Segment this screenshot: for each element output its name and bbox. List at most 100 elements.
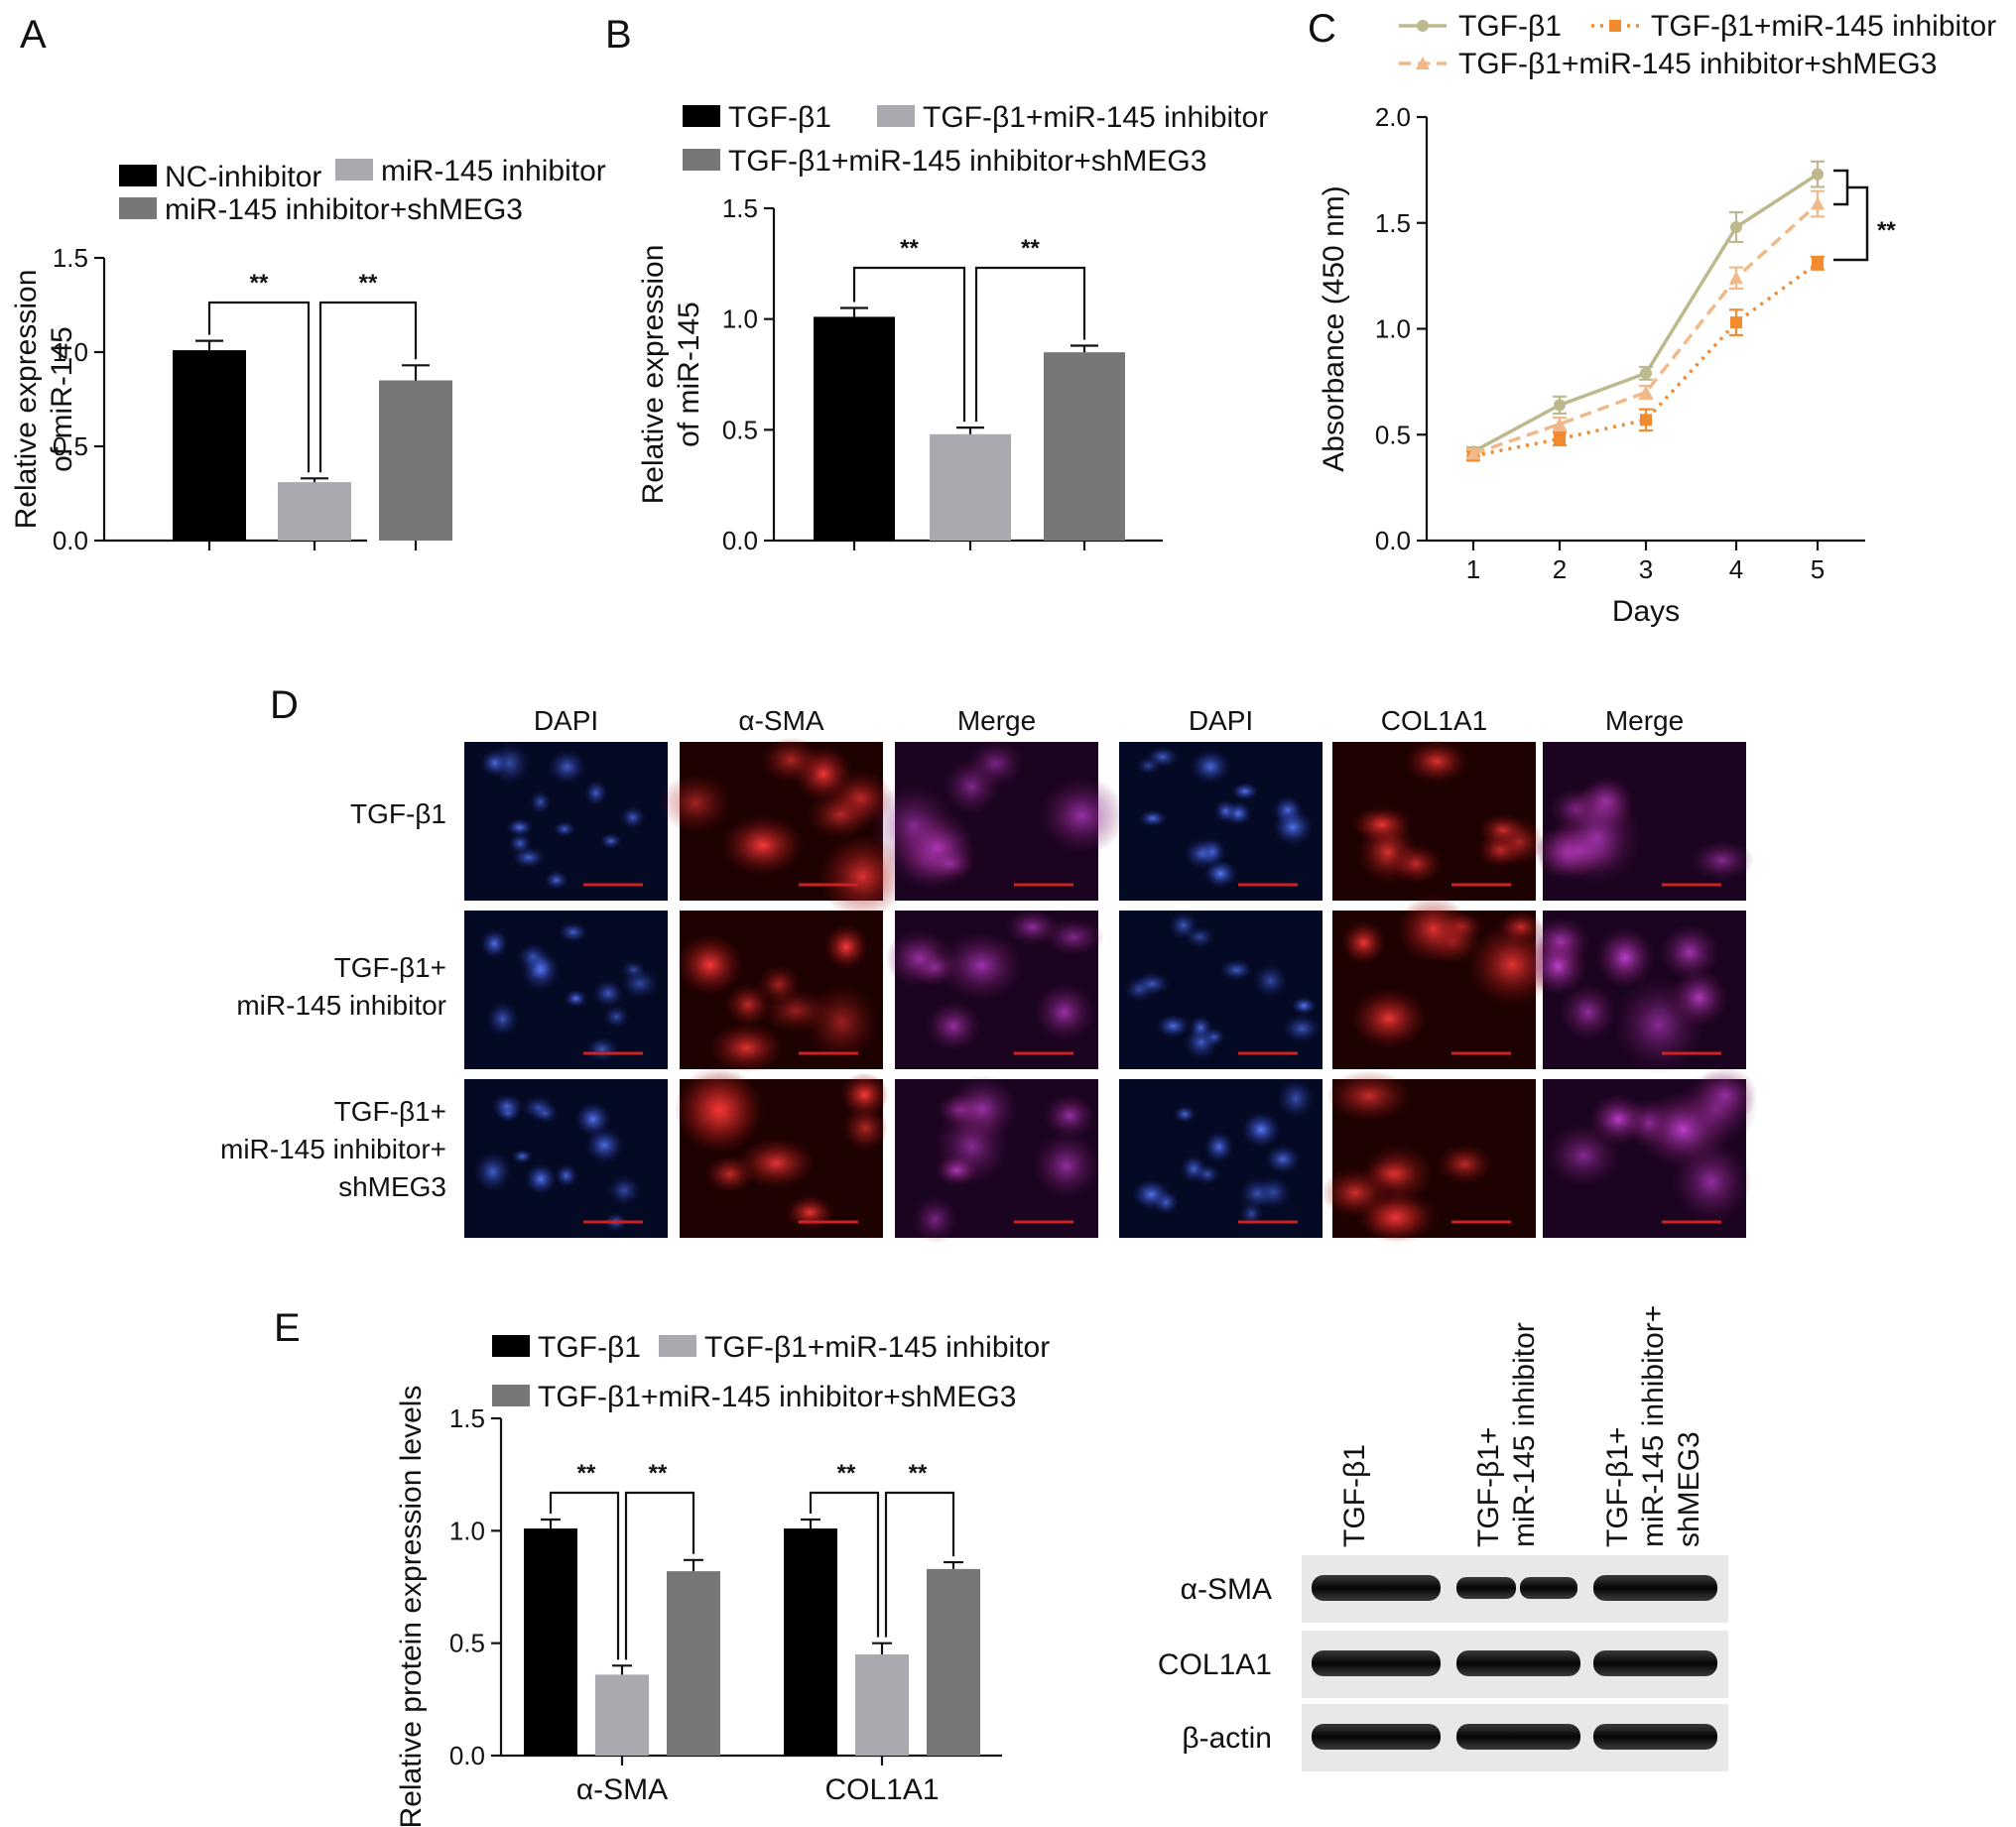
y-tick-label: 1.5 xyxy=(449,1403,485,1433)
cell-signal xyxy=(1273,808,1313,846)
cell-signal xyxy=(1195,1163,1220,1185)
x-tick-label: 2 xyxy=(1553,554,1567,584)
cell-signal xyxy=(508,833,532,854)
cell-signal xyxy=(938,929,1025,1002)
panel-c-line-chart: 0.0 0.5 1.0 1.5 2.0 1 2 3 4 5 Days Absorbance (450 … xyxy=(1318,10,1996,628)
legend-marker xyxy=(1609,20,1621,32)
x-axis-title: Days xyxy=(1612,595,1680,628)
cell-signal xyxy=(620,806,646,829)
significance-bracket xyxy=(852,266,966,423)
column-header: Merge xyxy=(957,705,1036,736)
bar xyxy=(784,1528,837,1756)
y-tick-label: 1.0 xyxy=(53,337,88,367)
cell-signal xyxy=(603,1005,630,1029)
legend-label: TGF-β1+miR-145 inhibitor+shMEG3 xyxy=(1458,48,1937,80)
x-tick-label: COL1A1 xyxy=(824,1773,939,1806)
column-header: α-SMA xyxy=(738,705,824,736)
cell-signal xyxy=(1594,925,1656,990)
row-label: TGF-β1+ xyxy=(334,1096,446,1127)
significance-label: ** xyxy=(250,270,269,297)
cell-signal xyxy=(1241,1112,1281,1148)
cell-signal xyxy=(1031,1131,1102,1200)
cell-signal xyxy=(480,749,509,777)
data-point xyxy=(1729,271,1743,285)
cell-signal xyxy=(1478,813,1527,847)
y-axis-title: Relative expression xyxy=(10,270,43,530)
significance-bracket xyxy=(549,1491,620,1660)
significance-label: ** xyxy=(577,1460,596,1487)
legend-label: TGF-β1+miR-145 inhibitor+shMEG3 xyxy=(538,1381,1016,1413)
data-point xyxy=(1639,385,1653,399)
bar xyxy=(379,380,452,541)
cell-signal xyxy=(1037,776,1127,856)
y-axis-title: of miR-145 xyxy=(46,326,78,472)
significance-label: ** xyxy=(1021,235,1040,262)
bar xyxy=(524,1528,577,1756)
cell-signal xyxy=(1132,1178,1171,1210)
panel-e-bar-chart: 0.0 0.5 1.0 1.5 Relative protein expression … xyxy=(395,1331,1050,1827)
cell-signal xyxy=(658,773,733,834)
cell-signal xyxy=(870,782,957,871)
legend-swatch xyxy=(119,165,157,186)
bar xyxy=(278,482,351,541)
column-header: COL1A1 xyxy=(1381,705,1487,736)
y-tick-label: 1.0 xyxy=(722,304,758,334)
panel-e-western-blot: TGF-β1 TGF-β1+ miR-145 inhibitor TGF-β1+ miR… xyxy=(1158,1305,1728,1771)
y-tick-label: 2.0 xyxy=(1375,102,1411,132)
legend-swatch xyxy=(683,149,720,171)
blot-band xyxy=(1312,1575,1441,1601)
data-point xyxy=(1640,414,1652,426)
cell-signal xyxy=(1559,982,1618,1042)
y-tick-label: 1.5 xyxy=(1375,208,1411,238)
cell-signal xyxy=(592,979,624,1008)
cell-signal xyxy=(1189,1016,1212,1039)
panel-a-bar-chart: 0.0 0.5 1.0 1.5 ** ** Relative expression of mi… xyxy=(10,155,606,555)
column-header: DAPI xyxy=(534,705,598,736)
cell-signal xyxy=(1214,799,1237,823)
cell-signal xyxy=(585,1127,623,1163)
significance-bracket xyxy=(1833,185,1869,262)
column-header: DAPI xyxy=(1189,705,1253,736)
y-axis-title: Relative expression xyxy=(637,245,670,505)
y-axis-title: Absorbance (450 nm) xyxy=(1318,185,1350,472)
lane-label: TGF-β1 xyxy=(1338,1444,1371,1547)
cell-signal xyxy=(521,1096,556,1120)
bar xyxy=(595,1674,649,1756)
row-label: TGF-β1+ xyxy=(334,952,446,983)
cell-signal xyxy=(785,1195,834,1230)
data-point xyxy=(1554,399,1566,412)
cell-signal xyxy=(1291,996,1317,1015)
significance-bracket xyxy=(974,266,1086,423)
blot-band xyxy=(1456,1650,1580,1676)
cell-signal xyxy=(839,1072,889,1118)
legend-label: TGF-β1+miR-145 inhibitor xyxy=(1651,10,1996,43)
cell-signal xyxy=(1184,838,1220,869)
cell-signal xyxy=(704,1155,755,1193)
cell-signal xyxy=(1389,843,1443,885)
row-label: TGF-β1 xyxy=(350,798,446,829)
y-tick-label: 1.0 xyxy=(449,1516,485,1545)
cell-signal xyxy=(1350,988,1428,1049)
cell-signal xyxy=(1277,1078,1315,1119)
legend-label: TGF-β1+miR-145 inhibitor xyxy=(923,101,1268,134)
legend-swatch xyxy=(335,159,373,181)
y-axis-title: of miR-145 xyxy=(673,302,705,447)
significance-label: ** xyxy=(909,1460,928,1487)
blot-band xyxy=(1593,1575,1717,1601)
cell-signal xyxy=(544,870,568,890)
data-point xyxy=(1730,221,1742,234)
cell-signal xyxy=(760,736,821,784)
lane-label: TGF-β1+ xyxy=(1601,1427,1634,1547)
blot-band xyxy=(1312,1724,1441,1750)
cell-signal xyxy=(1136,756,1161,775)
legend-marker xyxy=(1417,20,1429,32)
cell-signal xyxy=(1042,916,1105,957)
cell-signal xyxy=(942,757,1001,816)
bar xyxy=(173,350,246,541)
significance-bracket xyxy=(318,301,418,473)
bar xyxy=(667,1571,720,1756)
x-tick-label: α-SMA xyxy=(576,1773,668,1806)
panel-letter-d: D xyxy=(270,683,299,727)
cell-signal xyxy=(480,928,509,959)
cell-signal xyxy=(1528,935,1588,997)
